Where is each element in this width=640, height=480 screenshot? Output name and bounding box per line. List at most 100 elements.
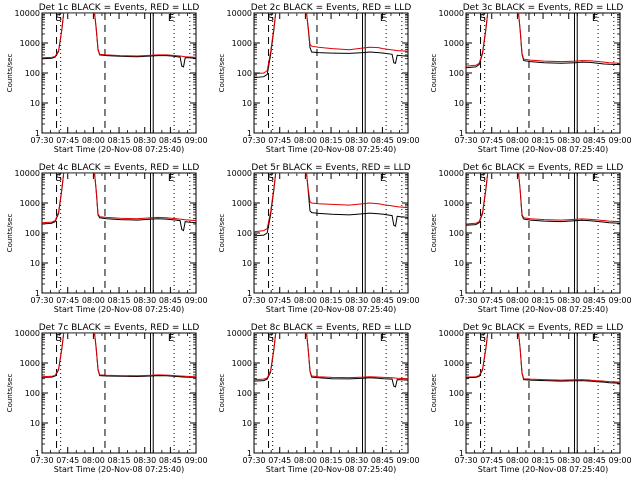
detector-panel: Det 5r BLACK = Events, RED = LLD 1 10 100 10…: [218, 163, 420, 314]
lld-series-line: [42, 333, 196, 378]
lld-series-line: [466, 173, 620, 225]
panel-title: Det 2c BLACK = Events, RED = LLD: [251, 3, 412, 13]
marker-label: E: [380, 173, 386, 184]
x-tick-label: 07:30: [455, 296, 478, 305]
x-tick-label: 08:45: [159, 136, 182, 145]
x-tick-label: 08:45: [583, 136, 606, 145]
x-tick-label: 08:30: [133, 456, 156, 465]
detector-panel: Det 1c BLACK = Events, RED = LLD 1 10 100 10…: [6, 3, 208, 154]
x-tick-label: 08:15: [108, 136, 131, 145]
x-tick-label: 08:00: [294, 456, 317, 465]
x-tick-label: 07:45: [56, 136, 79, 145]
y-tick-label: 10000: [227, 169, 252, 178]
y-axis-label: Counts/sec: [218, 214, 226, 253]
x-tick-label: 09:00: [609, 456, 632, 465]
panel-title: Det 7c BLACK = Events, RED = LLD: [39, 323, 200, 333]
marker-label: S: [56, 333, 62, 344]
plot-frame: [465, 332, 621, 454]
y-tick-label: 1000: [232, 39, 252, 48]
detector-panel: Det 9c BLACK = Events, RED = LLD 1 10 100 10…: [430, 323, 632, 474]
y-tick-label: 10: [242, 99, 252, 108]
panel-title: Det 1c BLACK = Events, RED = LLD: [39, 3, 200, 13]
detector-panel: Det 2c BLACK = Events, RED = LLD 1 10 100 10…: [218, 3, 420, 154]
x-tick-label: 09:00: [185, 136, 208, 145]
x-axis-label: Start Time (20-Nov-08 07:25:40): [266, 305, 396, 314]
y-axis-label: Counts/sec: [218, 374, 226, 413]
marker-label: S: [268, 333, 274, 344]
plot-frame: [465, 12, 621, 134]
x-axis-label: Start Time (20-Nov-08 07:25:40): [478, 465, 608, 474]
panel-title: Det 3c BLACK = Events, RED = LLD: [463, 3, 624, 13]
marker-label: S: [56, 173, 62, 184]
y-tick-label: 1: [247, 289, 252, 298]
y-tick-label: 10000: [439, 169, 464, 178]
x-tick-label: 08:30: [345, 296, 368, 305]
y-tick-label: 1000: [444, 39, 464, 48]
x-tick-label: 09:00: [397, 296, 420, 305]
y-axis-label: Counts/sec: [430, 214, 438, 253]
x-tick-label: 07:45: [56, 456, 79, 465]
lld-series-line: [254, 173, 408, 233]
panel-title: Det 5r BLACK = Events, RED = LLD: [251, 163, 410, 173]
x-axis-label: Start Time (20-Nov-08 07:25:40): [54, 145, 184, 154]
x-tick-label: 07:30: [243, 296, 266, 305]
y-tick-label: 100: [25, 389, 40, 398]
y-tick-label: 100: [25, 69, 40, 78]
x-tick-label: 08:00: [82, 296, 105, 305]
x-tick-label: 07:30: [31, 136, 54, 145]
y-tick-label: 1: [247, 129, 252, 138]
y-tick-label: 10000: [439, 329, 464, 338]
x-tick-label: 08:30: [557, 456, 580, 465]
panel-title: Det 6c BLACK = Events, RED = LLD: [463, 163, 624, 173]
y-tick-label: 1: [35, 129, 40, 138]
x-axis-label: Start Time (20-Nov-08 07:25:40): [478, 145, 608, 154]
x-tick-label: 08:15: [108, 456, 131, 465]
y-axis-label: Counts/sec: [430, 54, 438, 93]
marker-label: E: [168, 13, 174, 24]
marker-label: S: [480, 13, 486, 24]
y-tick-label: 100: [449, 229, 464, 238]
marker-label: E: [592, 13, 598, 24]
x-tick-label: 08:15: [108, 296, 131, 305]
y-tick-label: 100: [237, 389, 252, 398]
marker-label: S: [480, 173, 486, 184]
x-tick-label: 08:30: [133, 296, 156, 305]
x-tick-label: 08:00: [506, 136, 529, 145]
y-tick-label: 10000: [439, 9, 464, 18]
x-tick-label: 07:45: [268, 136, 291, 145]
x-tick-label: 08:30: [133, 136, 156, 145]
y-axis-label: Counts/sec: [430, 374, 438, 413]
panel-title: Det 4c BLACK = Events, RED = LLD: [39, 163, 200, 173]
x-tick-label: 08:45: [159, 456, 182, 465]
marker-label: S: [480, 333, 486, 344]
plot-frame: [253, 332, 409, 454]
x-tick-label: 08:30: [557, 296, 580, 305]
y-tick-label: 1: [247, 449, 252, 458]
plot-frame: [41, 12, 197, 134]
y-tick-label: 10: [30, 99, 40, 108]
x-tick-label: 07:30: [31, 296, 54, 305]
y-tick-label: 10: [30, 419, 40, 428]
x-tick-label: 08:45: [583, 296, 606, 305]
x-axis-label: Start Time (20-Nov-08 07:25:40): [54, 465, 184, 474]
x-axis-label: Start Time (20-Nov-08 07:25:40): [266, 145, 396, 154]
y-tick-label: 10: [242, 259, 252, 268]
x-tick-label: 08:00: [294, 296, 317, 305]
x-tick-label: 08:00: [82, 136, 105, 145]
x-tick-label: 07:45: [268, 296, 291, 305]
x-tick-label: 08:30: [345, 136, 368, 145]
x-axis-label: Start Time (20-Nov-08 07:25:40): [54, 305, 184, 314]
x-tick-label: 08:45: [371, 456, 394, 465]
y-tick-label: 1000: [444, 199, 464, 208]
x-tick-label: 09:00: [609, 136, 632, 145]
x-tick-label: 08:45: [371, 296, 394, 305]
marker-label: E: [380, 333, 386, 344]
marker-label: S: [268, 13, 274, 24]
x-tick-label: 07:30: [243, 456, 266, 465]
lld-series-line: [42, 13, 196, 59]
lld-series-line: [42, 173, 196, 224]
y-tick-label: 1: [459, 129, 464, 138]
lld-series-line: [254, 13, 408, 75]
detector-panel: Det 3c BLACK = Events, RED = LLD 1 10 100 10…: [430, 3, 632, 154]
